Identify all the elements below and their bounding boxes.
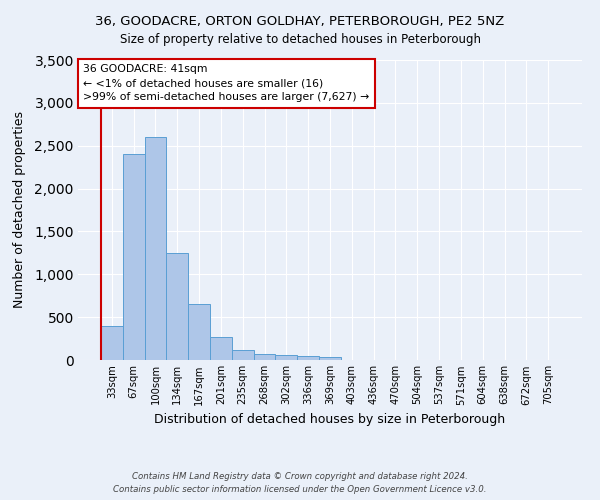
X-axis label: Distribution of detached houses by size in Peterborough: Distribution of detached houses by size … <box>154 413 506 426</box>
Bar <box>232 350 254 360</box>
Bar <box>210 338 232 360</box>
Bar <box>123 154 145 360</box>
Text: 36 GOODACRE: 41sqm
← <1% of detached houses are smaller (16)
>99% of semi-detach: 36 GOODACRE: 41sqm ← <1% of detached hou… <box>83 64 369 102</box>
Text: 36, GOODACRE, ORTON GOLDHAY, PETERBOROUGH, PE2 5NZ: 36, GOODACRE, ORTON GOLDHAY, PETERBOROUG… <box>95 15 505 28</box>
Y-axis label: Number of detached properties: Number of detached properties <box>13 112 26 308</box>
Text: Size of property relative to detached houses in Peterborough: Size of property relative to detached ho… <box>119 32 481 46</box>
Bar <box>319 357 341 360</box>
Bar <box>145 137 166 360</box>
Bar <box>275 356 297 360</box>
Bar <box>188 304 210 360</box>
Bar <box>166 253 188 360</box>
Bar <box>101 326 123 360</box>
Text: Contains HM Land Registry data © Crown copyright and database right 2024.
Contai: Contains HM Land Registry data © Crown c… <box>113 472 487 494</box>
Bar <box>254 354 275 360</box>
Bar <box>297 356 319 360</box>
